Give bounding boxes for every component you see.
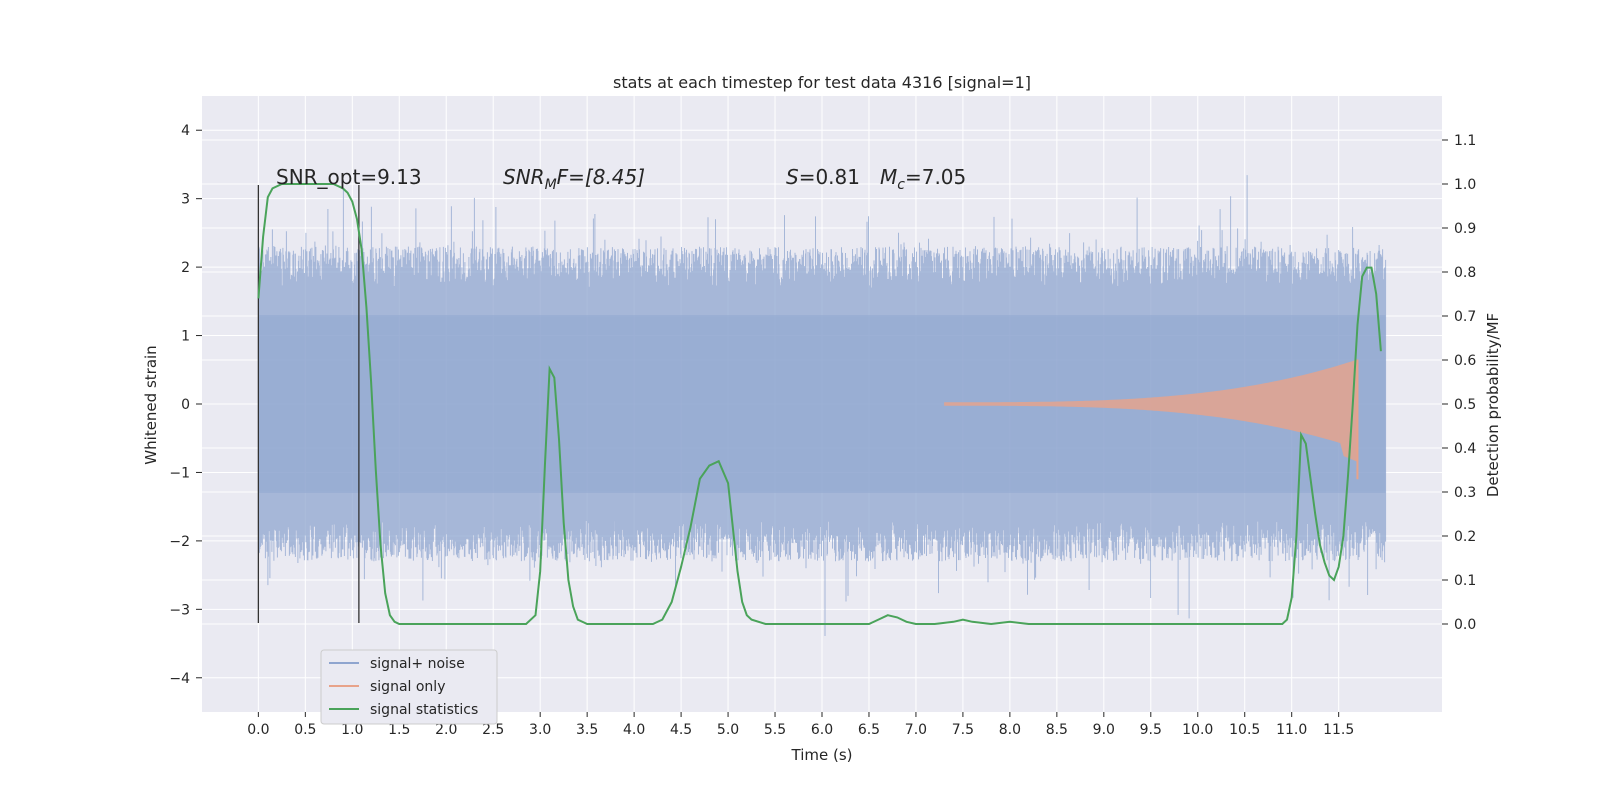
y-tick-label-left: 1 — [181, 329, 190, 345]
x-tick-label: 0.5 — [294, 722, 316, 738]
signal-statistics-line — [257, 183, 1382, 626]
x-tick-label: 4.0 — [623, 722, 645, 738]
y-tick-label-right: 0.7 — [1454, 309, 1476, 325]
y-tick-label-left: 3 — [181, 192, 190, 208]
x-tick-label: 5.5 — [764, 722, 786, 738]
y-tick-label-right: 0.1 — [1454, 573, 1476, 589]
series-signal-statistics — [257, 183, 1382, 626]
y-tick-label-right: 0.6 — [1454, 353, 1476, 369]
y-axis-label-left: Whitened strain — [142, 345, 160, 464]
signal-envelope — [944, 359, 1358, 462]
y-tick-label-right: 0.8 — [1454, 265, 1476, 281]
x-tick-label: 5.0 — [717, 722, 739, 738]
x-tick-label: 7.0 — [905, 722, 927, 738]
x-tick-label: 6.0 — [811, 722, 833, 738]
x-tick-label: 3.0 — [529, 722, 551, 738]
x-tick-label: 4.5 — [670, 722, 692, 738]
x-tick-label: 7.5 — [952, 722, 974, 738]
y-tick-label-left: −3 — [169, 602, 190, 618]
y-tick-label-right: 0.3 — [1454, 485, 1476, 501]
legend: signal+ noise signal only signal statist… — [320, 649, 498, 725]
x-tick-label: 11.0 — [1276, 722, 1307, 738]
legend-label-signal-only: signal only — [370, 679, 445, 695]
axes: 0.0 0.5 1.0 1.5 2.0 2.5 3.0 3.5 4.0 4.5 5.0 5.5 6.0 6… — [169, 123, 1476, 738]
y-tick-label-right: 0.9 — [1454, 221, 1476, 237]
x-tick-label: 1.5 — [388, 722, 410, 738]
legend-label-signal-noise: signal+ noise — [370, 656, 465, 672]
y-tick-label-right: 1.1 — [1454, 133, 1476, 149]
x-tick-label: 9.0 — [1093, 722, 1115, 738]
y-tick-label-left: −1 — [169, 465, 190, 481]
x-tick-label: 0.0 — [247, 722, 269, 738]
x-tick-label: 2.5 — [482, 722, 504, 738]
x-tick-label: 8.5 — [1046, 722, 1068, 738]
legend-box — [320, 649, 498, 725]
y-tick-label-right: 0.2 — [1454, 529, 1476, 545]
x-tick-label: 10.5 — [1229, 722, 1260, 738]
y-tick-label-right: 0.4 — [1454, 441, 1476, 457]
x-tick-label: 10.0 — [1182, 722, 1213, 738]
x-tick-label: 6.5 — [858, 722, 880, 738]
x-tick-label: 3.5 — [576, 722, 598, 738]
x-axis-label: Time (s) — [791, 746, 853, 764]
y-tick-label-left: 4 — [181, 123, 190, 139]
annotation-snr-opt: SNR_opt=9.13 — [276, 165, 422, 189]
annotation-snr-mf: SNRMF=[8.45] — [503, 165, 645, 193]
y-axis-label-right: Detection probability/MF — [1484, 313, 1502, 497]
series-signal-only — [944, 359, 1359, 480]
x-tick-label: 2.0 — [435, 722, 457, 738]
x-tick-label: 8.0 — [999, 722, 1021, 738]
y-tick-label-right: 0.0 — [1454, 617, 1476, 633]
y-tick-label-left: 2 — [181, 260, 190, 276]
chart-title: stats at each timestep for test data 431… — [613, 73, 1031, 92]
y-tick-label-left: −2 — [169, 534, 190, 550]
vertical-markers — [257, 184, 360, 624]
y-tick-label-left: 0 — [181, 397, 190, 413]
y-tick-label-right: 1.0 — [1454, 177, 1476, 193]
y-tick-label-right: 0.5 — [1454, 397, 1476, 413]
y-tick-label-left: −4 — [169, 671, 190, 687]
x-tick-label: 9.5 — [1140, 722, 1162, 738]
x-tick-label: 11.5 — [1323, 722, 1354, 738]
annotation-mc: Mc=7.05 — [880, 165, 966, 193]
legend-label-signal-statistics: signal statistics — [370, 702, 478, 718]
annotation-s: S=0.81 — [786, 165, 860, 189]
x-tick-label: 1.0 — [341, 722, 363, 738]
